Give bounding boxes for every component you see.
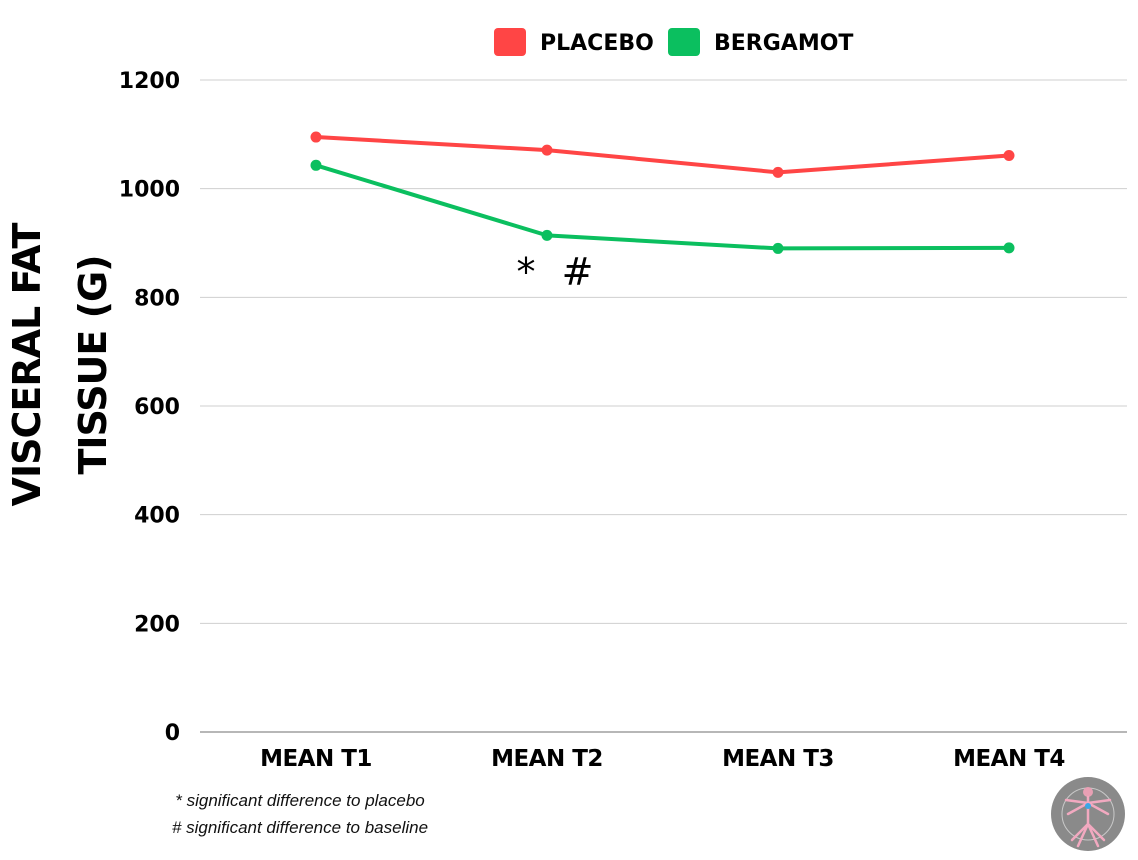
y-tick-label: 1000 xyxy=(119,178,180,203)
y-tick-label: 1200 xyxy=(119,69,180,94)
x-tick-label: MEAN T2 xyxy=(491,746,603,772)
legend-label-bergamot: BERGAMOT xyxy=(714,31,853,56)
data-point-bergamot xyxy=(772,242,784,254)
y-axis-label-line: VISCERAL FAT xyxy=(5,222,49,506)
x-tick-labels: MEAN T1 MEAN T2 MEAN T3 MEAN T4 xyxy=(260,746,1065,772)
significance-annotation: * # xyxy=(517,250,594,294)
x-tick-label: MEAN T4 xyxy=(953,746,1065,772)
data-point-placebo xyxy=(541,144,553,156)
series-line-bergamot xyxy=(314,163,1011,251)
footnote-baseline: # significant difference to baseline xyxy=(171,818,429,837)
y-tick-labels: 0 200 400 600 800 1000 1200 xyxy=(119,69,180,746)
y-tick-label: 400 xyxy=(134,504,180,529)
series-group xyxy=(310,131,1015,254)
legend-swatch-placebo xyxy=(494,28,526,56)
legend: PLACEBO BERGAMOT xyxy=(494,28,853,56)
y-axis-label: VISCERAL FAT TISSUE (G) xyxy=(5,222,115,506)
data-point-bergamot xyxy=(310,159,322,171)
y-tick-label: 0 xyxy=(165,721,180,746)
y-axis-label-line: TISSUE (G) xyxy=(71,255,115,474)
vitruvian-logo-icon xyxy=(1051,777,1125,851)
annotations: * # xyxy=(517,250,594,294)
x-tick-label: MEAN T1 xyxy=(260,746,372,772)
gridlines xyxy=(200,79,1127,733)
data-point-placebo xyxy=(772,166,784,178)
data-point-placebo xyxy=(310,131,322,143)
series-line-placebo xyxy=(314,135,1011,175)
y-tick-label: 200 xyxy=(134,612,180,637)
data-point-bergamot xyxy=(541,229,553,241)
legend-label-placebo: PLACEBO xyxy=(540,31,654,56)
y-tick-label: 800 xyxy=(134,286,180,311)
data-point-placebo xyxy=(1003,150,1015,162)
x-tick-label: MEAN T3 xyxy=(722,746,834,772)
data-point-bergamot xyxy=(1003,242,1015,254)
y-tick-label: 600 xyxy=(134,395,180,420)
legend-swatch-bergamot xyxy=(668,28,700,56)
footnote-placebo: * significant difference to placebo xyxy=(175,791,425,810)
y-axis-label-group: VISCERAL FAT TISSUE (G) xyxy=(5,222,115,506)
